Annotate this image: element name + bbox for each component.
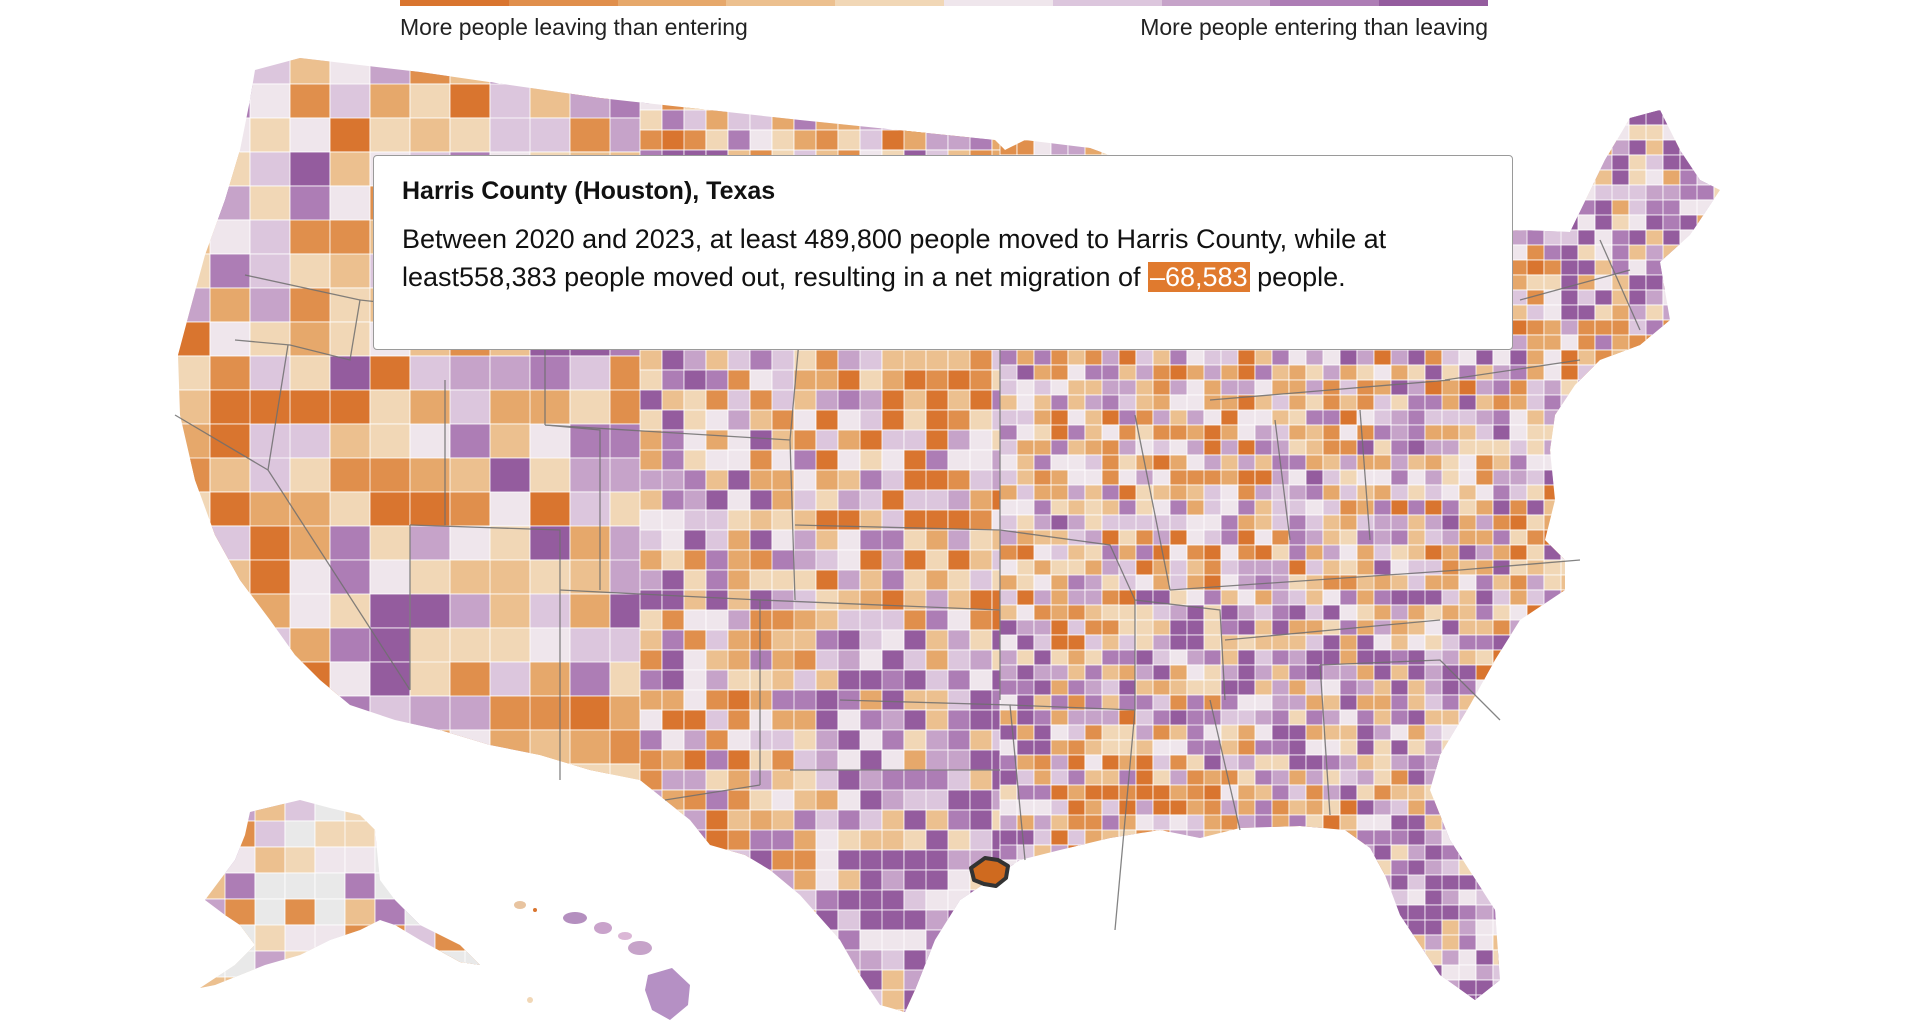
tooltip-body: Between 2020 and 2023, at least 489,800 … — [402, 220, 1486, 296]
net-migration-value: –68,583 — [1147, 262, 1250, 292]
legend-swatch — [400, 0, 509, 6]
legend-swatch — [1379, 0, 1488, 6]
legend-swatch — [835, 0, 944, 6]
color-legend: More people leaving than entering More p… — [400, 0, 1488, 44]
legend-swatch — [726, 0, 836, 6]
alaska-counties — [200, 800, 480, 988]
harris-county-highlight[interactable] — [969, 856, 1010, 888]
legend-left-label: More people leaving than entering — [400, 14, 748, 40]
tooltip-title: Harris County (Houston), Texas — [402, 177, 776, 205]
legend-swatch — [1270, 0, 1380, 6]
state-borders — [174, 239, 1641, 931]
legend-swatch — [1161, 0, 1271, 6]
legend-right-label: More people entering than leaving — [1140, 14, 1488, 40]
legend-swatch — [508, 0, 618, 6]
legend-swatch — [617, 0, 727, 6]
hawaii-counties — [514, 901, 690, 1020]
legend-swatch — [943, 0, 1053, 6]
tooltip-text-after: people. — [1249, 262, 1346, 292]
county-tooltip: Harris County (Houston), Texas Between 2… — [373, 155, 1513, 350]
legend-swatch — [1052, 0, 1162, 6]
legend-color-scale — [400, 0, 1488, 6]
tooltip-text-before: Between 2020 and 2023, at least 489,800 … — [402, 224, 1387, 292]
